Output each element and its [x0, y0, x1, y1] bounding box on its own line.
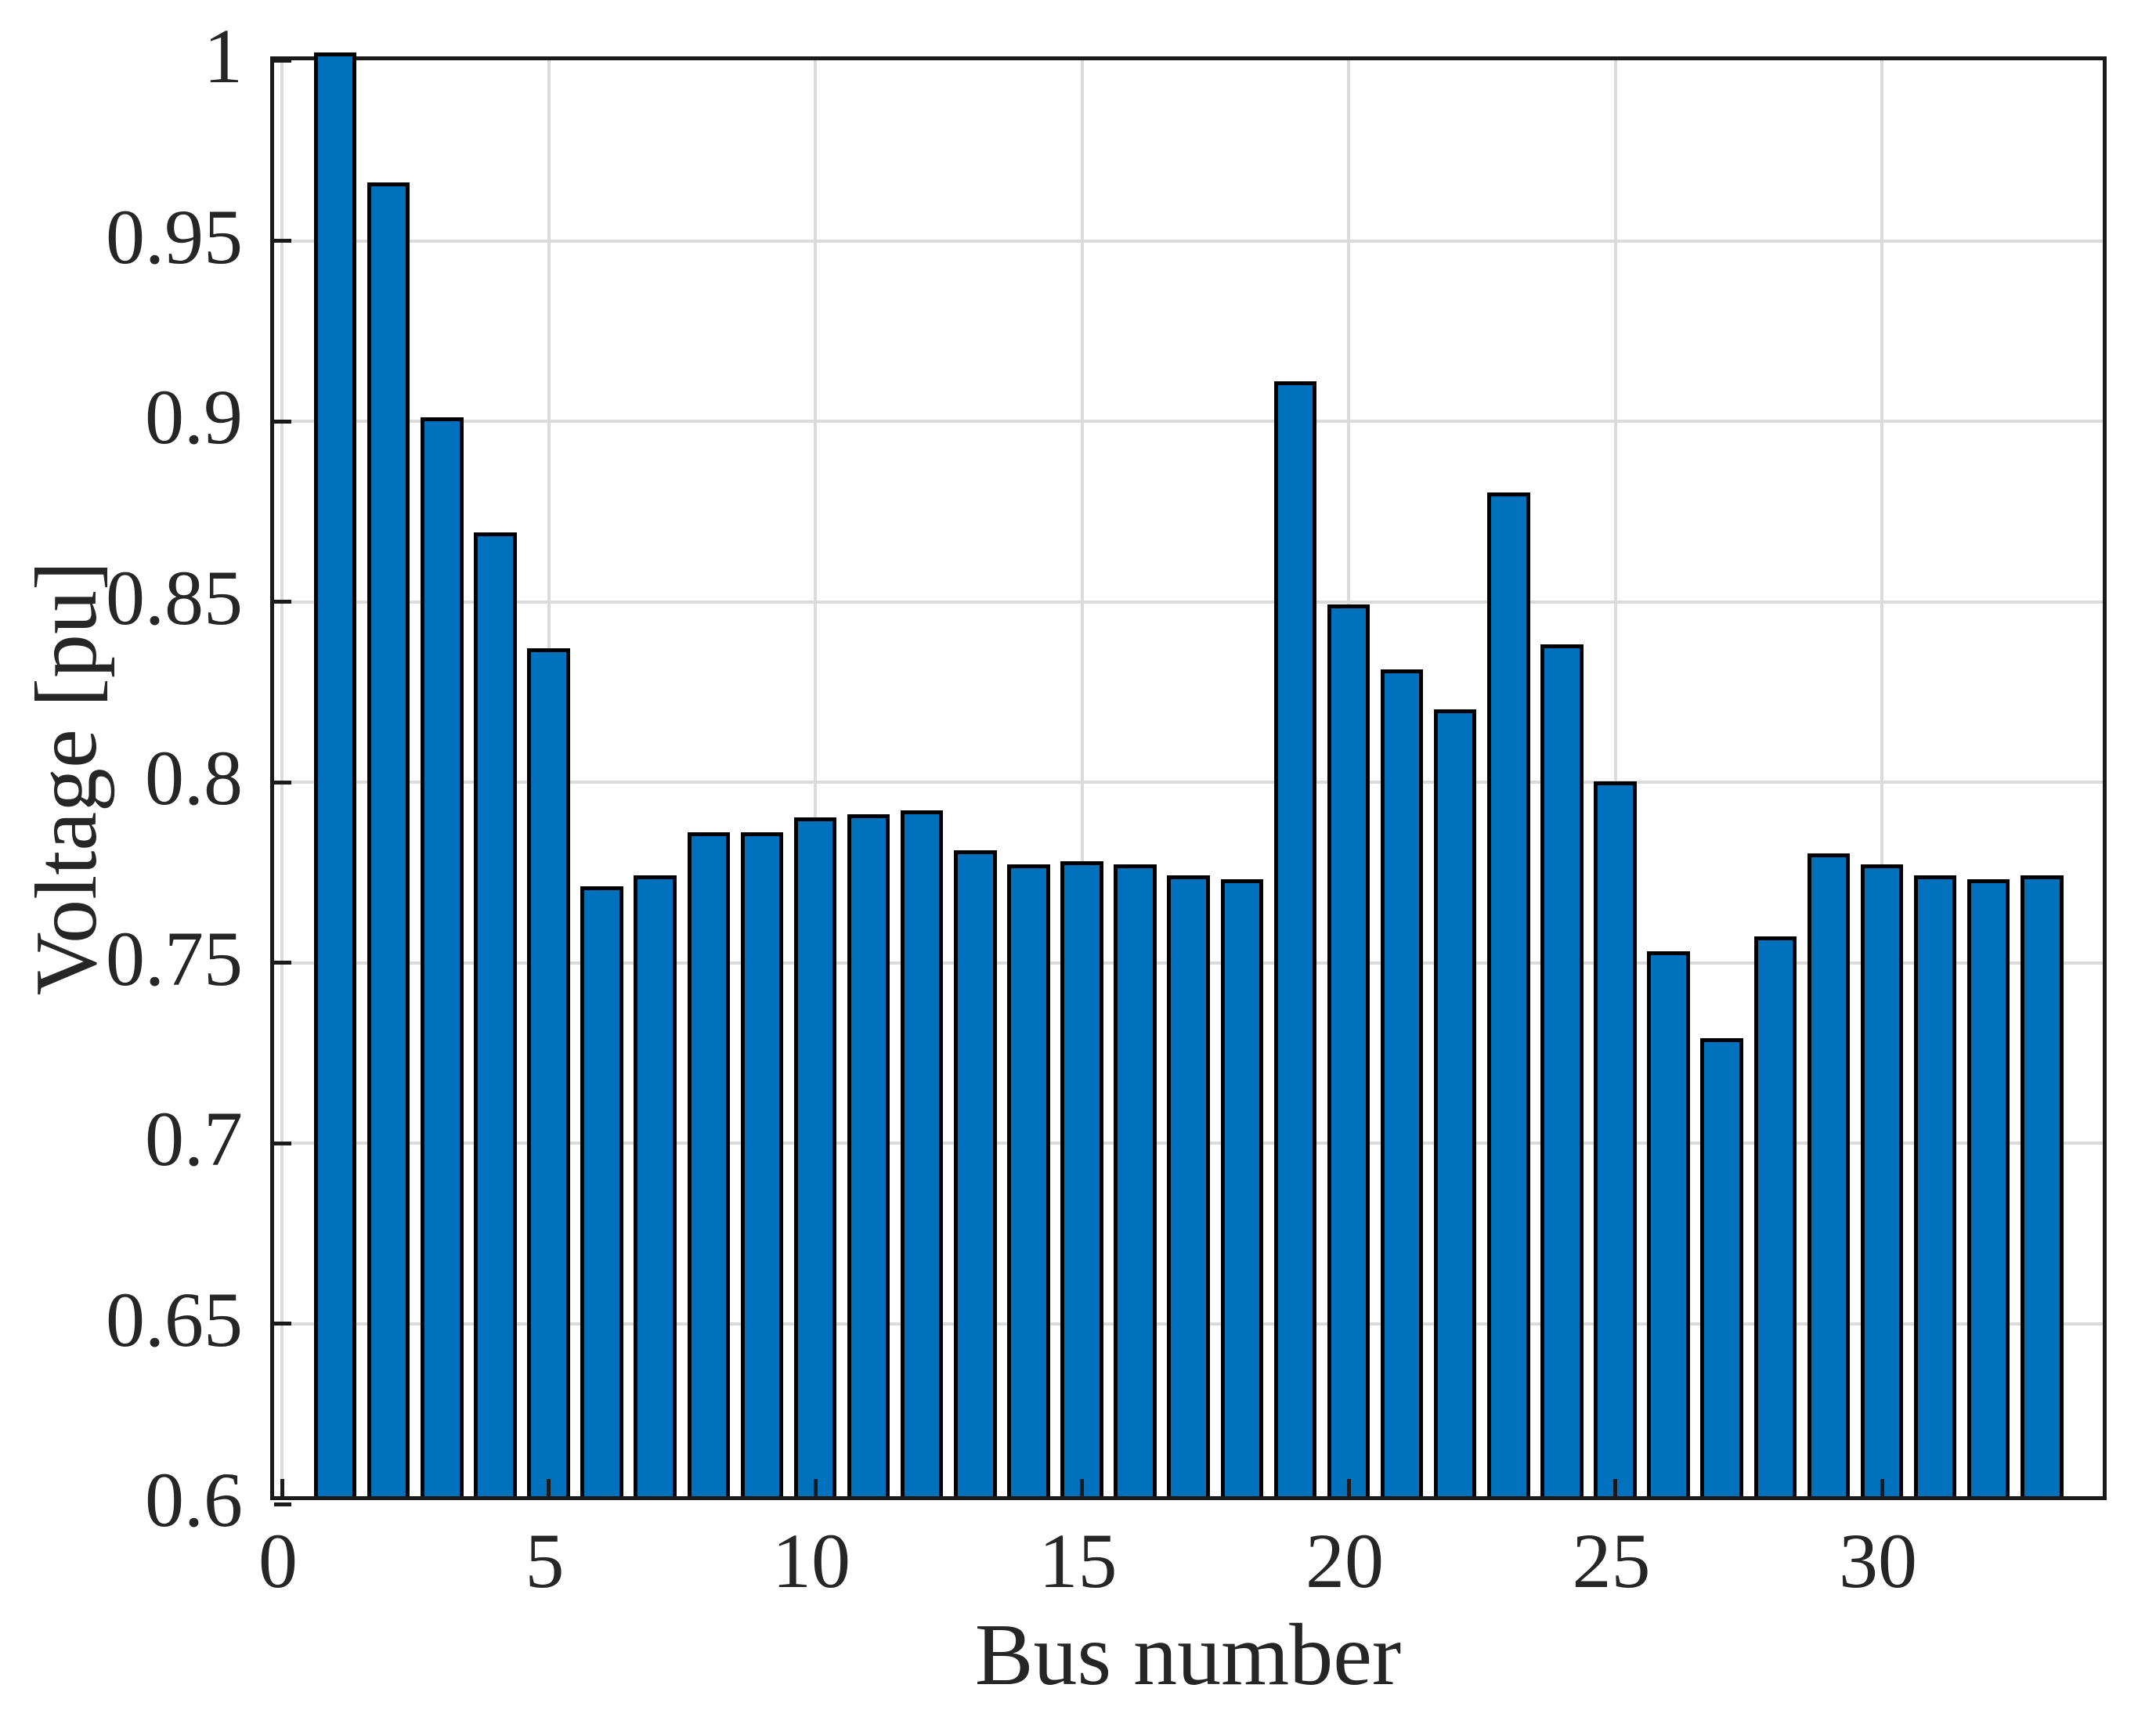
bar-bus-4: [474, 532, 517, 1496]
y-tick-label: 0.6: [145, 1456, 243, 1543]
bar-bus-29: [1807, 853, 1851, 1496]
x-axis-label: Bus number: [974, 1607, 1402, 1704]
bar-bus-12: [900, 810, 944, 1496]
x-tick-mark: [547, 1479, 551, 1496]
y-tick-label: 0.85: [106, 554, 243, 641]
bar-bus-1: [313, 52, 357, 1496]
y-tick-mark: [274, 780, 291, 785]
bar-bus-22: [1433, 709, 1477, 1496]
y-tick-label: 0.7: [145, 1095, 243, 1182]
bar-bus-9: [740, 831, 784, 1496]
bar-bus-15: [1060, 860, 1103, 1496]
x-gridline: [1080, 60, 1084, 1496]
bar-bus-7: [634, 875, 677, 1496]
x-tick-label: 30: [1839, 1517, 1917, 1604]
x-tick-label: 15: [1038, 1517, 1118, 1604]
y-tick-label: 0.95: [106, 193, 243, 280]
y-tick-mark: [274, 600, 291, 604]
y-tick-mark: [274, 58, 291, 63]
y-gridline: [274, 239, 2103, 243]
bar-bus-5: [527, 647, 570, 1496]
y-tick-label: 1: [204, 13, 243, 99]
bar-bus-18: [1220, 878, 1264, 1496]
bar-bus-19: [1273, 381, 1317, 1496]
bar-bus-33: [2021, 875, 2064, 1496]
bar-bus-21: [1380, 669, 1424, 1496]
x-tick-label: 20: [1306, 1517, 1384, 1604]
x-gridline: [1613, 60, 1617, 1496]
bar-bus-30: [1860, 864, 1904, 1496]
x-tick-mark: [1346, 1479, 1351, 1496]
bar-bus-24: [1540, 644, 1584, 1496]
y-tick-label: 0.8: [145, 734, 243, 821]
bar-bus-14: [1007, 864, 1050, 1496]
x-tick-mark: [1613, 1479, 1617, 1496]
bar-bus-28: [1753, 936, 1797, 1496]
y-tick-label: 0.9: [145, 373, 243, 460]
x-gridline: [814, 60, 817, 1496]
y-tick-label: 0.65: [106, 1275, 243, 1363]
bar-bus-6: [580, 886, 623, 1496]
plot-area: [270, 52, 2107, 1506]
y-tick-mark: [274, 419, 291, 424]
bar-bus-10: [793, 817, 837, 1496]
x-tick-mark: [1080, 1479, 1084, 1496]
y-gridline: [274, 600, 2103, 604]
y-tick-label: 0.75: [106, 914, 243, 1002]
x-gridline: [280, 60, 283, 1496]
bar-bus-31: [1913, 875, 1957, 1496]
bar-bus-17: [1167, 875, 1210, 1496]
x-tick-mark: [813, 1479, 818, 1496]
x-tick-mark: [1880, 1479, 1884, 1496]
x-tick-mark: [280, 1479, 284, 1496]
y-tick-mark: [274, 1322, 291, 1326]
y-gridline: [274, 420, 2103, 423]
y-tick-mark: [274, 1502, 291, 1506]
bar-bus-23: [1487, 492, 1530, 1496]
bar-bus-8: [687, 831, 731, 1496]
bar-bus-20: [1327, 604, 1371, 1496]
x-gridline: [1880, 60, 1883, 1496]
y-gridline: [274, 781, 2103, 784]
y-tick-mark: [274, 239, 291, 243]
bar-bus-2: [367, 182, 410, 1496]
y-tick-mark: [274, 961, 291, 965]
bar-bus-32: [1966, 878, 2010, 1496]
bar-bus-11: [847, 813, 890, 1496]
x-tick-label: 10: [772, 1517, 850, 1604]
x-tick-label: 5: [525, 1517, 565, 1604]
bar-bus-27: [1700, 1037, 1743, 1496]
bar-bus-16: [1114, 864, 1157, 1496]
x-tick-label: 25: [1572, 1517, 1651, 1604]
bar-bus-13: [954, 849, 997, 1496]
bar-bus-25: [1594, 781, 1637, 1496]
x-tick-label: 0: [258, 1517, 298, 1604]
y-tick-mark: [274, 1141, 291, 1145]
bar-bus-26: [1647, 950, 1690, 1496]
bar-bus-3: [421, 417, 464, 1496]
